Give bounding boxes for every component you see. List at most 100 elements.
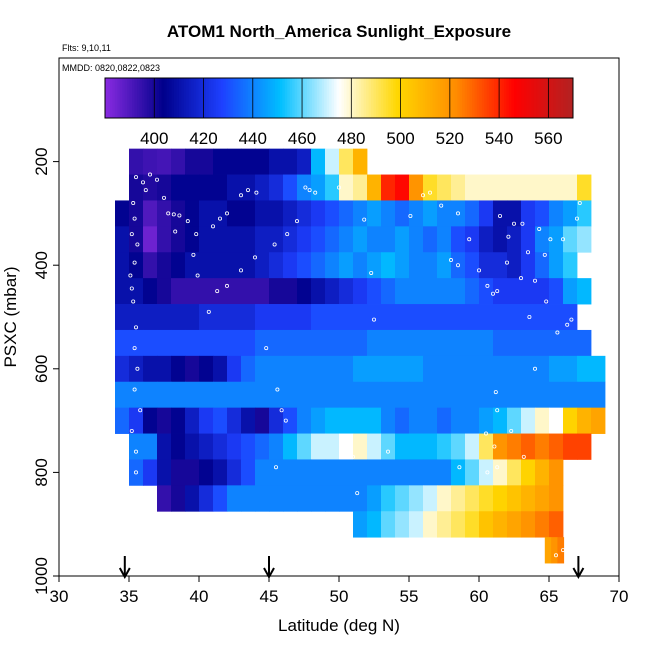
colorbar-segment [531, 78, 535, 118]
colorbar-segment [407, 78, 411, 118]
heat-cell [395, 355, 410, 383]
sample-point [195, 273, 200, 278]
y-axis: 200 400 600 800 1000 [32, 147, 59, 595]
colorbar-segment [526, 78, 530, 118]
colorbar-segment [348, 78, 352, 118]
heat-cell [409, 459, 424, 486]
sample-point [554, 553, 559, 558]
heat-cell [577, 433, 592, 460]
sample-point [131, 299, 136, 304]
sample-point [561, 237, 566, 242]
heat-cell [325, 200, 340, 227]
colorbar-segment [548, 78, 552, 118]
heat-cell [549, 329, 564, 357]
sample-point [548, 237, 553, 242]
heat-cell [185, 485, 200, 512]
sample-point [420, 193, 425, 198]
heat-cell [549, 226, 564, 253]
heat-cell [339, 433, 354, 460]
heat-cell [241, 252, 256, 279]
sample-point [285, 232, 290, 237]
heat-cell [493, 174, 508, 201]
sample-point [238, 193, 243, 198]
colorbar-segment [319, 78, 323, 118]
heat-cell [549, 304, 564, 331]
heat-cell [241, 278, 256, 305]
heat-cell [143, 459, 158, 486]
colorbar-segment [506, 78, 510, 118]
sample-point [132, 387, 137, 392]
colorbar-segment [513, 78, 517, 118]
heat-cell [465, 304, 480, 331]
x-tick-label: 40 [190, 587, 209, 606]
colorbar-segment [173, 78, 177, 118]
heat-cell [171, 381, 186, 409]
heatmap-cells [115, 148, 606, 564]
colorbar-segment [321, 78, 325, 118]
colorbar-segment [270, 78, 273, 118]
colorbar-segment [119, 78, 123, 118]
heat-cell [297, 407, 312, 434]
heat-cell [395, 174, 410, 201]
heat-cell [311, 433, 326, 460]
heat-cell [129, 329, 144, 357]
heat-cell [479, 174, 494, 201]
colorbar-segment [178, 78, 182, 118]
heat-cell [157, 278, 172, 305]
heat-cell [297, 252, 312, 279]
heat-cell [493, 200, 508, 227]
sample-point [495, 289, 500, 294]
heat-cell [199, 148, 214, 175]
colorbar-segment [462, 78, 466, 118]
colorbar-segment [432, 78, 436, 118]
heat-cell [409, 200, 424, 227]
heat-cell [269, 148, 284, 175]
heat-cell [241, 485, 256, 512]
heat-cell [339, 485, 354, 512]
heat-cell [507, 329, 522, 357]
colorbar-segment [277, 78, 281, 118]
heat-cell [241, 200, 256, 227]
heat-cell [255, 381, 270, 409]
colorbar-segment [146, 78, 150, 118]
colorbar-segment [309, 78, 313, 118]
heat-cell [227, 381, 242, 409]
heat-cell [143, 407, 158, 434]
colorbar-segment [563, 78, 567, 118]
y-tick-label: 1000 [32, 557, 51, 595]
heat-cell [185, 304, 200, 331]
heat-cell [269, 459, 284, 486]
heat-cell [129, 148, 144, 175]
heat-cell [423, 355, 438, 383]
sample-point [336, 185, 341, 190]
heat-cell [423, 252, 438, 279]
heat-cell [353, 329, 368, 357]
colorbar-segment [528, 78, 532, 118]
heat-cell [563, 226, 578, 253]
colorbar-segment [412, 78, 416, 118]
heat-cell [213, 304, 228, 331]
colorbar-segment [380, 78, 384, 118]
heat-cell [325, 278, 340, 305]
heat-cell [255, 355, 270, 383]
colorbar-segment [538, 78, 542, 118]
sample-point [385, 449, 390, 454]
heat-cell [353, 148, 368, 175]
sample-point [495, 408, 500, 413]
heat-cell [577, 407, 592, 434]
heat-cell [409, 381, 424, 409]
heat-cell [465, 200, 480, 227]
colorbar-segment [302, 78, 306, 118]
heat-cell [213, 407, 228, 434]
heat-cell [311, 278, 326, 305]
heat-cell [381, 329, 396, 357]
colorbar-segment [427, 78, 431, 118]
heat-cell [115, 252, 130, 279]
heat-cell [227, 278, 242, 305]
heat-cell [451, 407, 466, 434]
colorbar-segment [225, 78, 229, 118]
heat-cell [479, 252, 494, 279]
sample-point [283, 418, 288, 423]
colorbar-segment [447, 78, 451, 118]
colorbar-segment [521, 78, 525, 118]
